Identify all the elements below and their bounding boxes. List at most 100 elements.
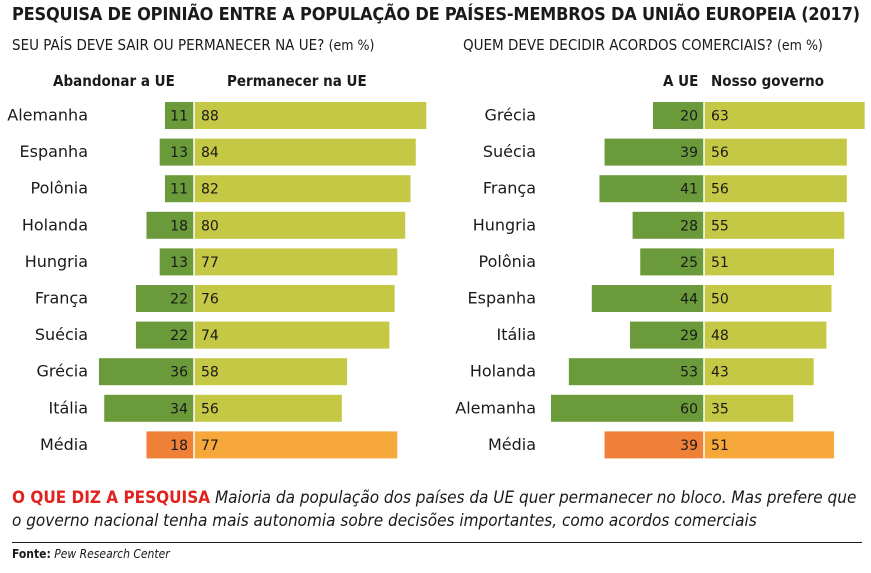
left-bar-a-9 bbox=[146, 431, 194, 459]
left-category-2: Polônia bbox=[31, 179, 89, 198]
right-bar-a-1 bbox=[604, 138, 704, 166]
left-category-9: Média bbox=[40, 435, 88, 454]
left-bar-a-4 bbox=[159, 248, 194, 276]
right-subtitle-text: QUEM DEVE DECIDIR ACORDOS COMERCIAIS? bbox=[463, 36, 773, 54]
left-series-b-header: Permanecer na UE bbox=[227, 72, 367, 90]
left-value-b-0: 88 bbox=[201, 109, 219, 125]
footer-divider bbox=[12, 542, 862, 543]
footer-text: Maioria da população dos países da UE qu… bbox=[12, 488, 857, 531]
right-bar-b-8 bbox=[704, 394, 794, 422]
right-value-b-0: 63 bbox=[711, 109, 729, 125]
left-value-a-0: 11 bbox=[170, 109, 188, 125]
right-value-b-2: 56 bbox=[711, 182, 729, 198]
left-category-5: França bbox=[35, 289, 88, 308]
right-value-b-7: 43 bbox=[711, 365, 729, 381]
right-category-8: Alemanha bbox=[455, 398, 536, 417]
left-category-6: Suécia bbox=[35, 325, 88, 344]
right-bar-b-9 bbox=[704, 431, 835, 459]
left-value-b-2: 82 bbox=[201, 182, 219, 198]
right-value-a-5: 44 bbox=[680, 292, 698, 308]
right-value-a-8: 60 bbox=[680, 401, 698, 417]
right-value-a-2: 41 bbox=[680, 182, 698, 198]
left-value-b-7: 58 bbox=[201, 365, 219, 381]
right-value-b-6: 48 bbox=[711, 328, 729, 344]
left-bar-b-9 bbox=[194, 431, 398, 459]
left-bar-a-0 bbox=[164, 102, 194, 129]
left-category-4: Hungria bbox=[25, 252, 88, 271]
source-label: Fonte: bbox=[12, 547, 51, 561]
left-chart: 11 88 Alemanha 13 84 Espanha 11 82 Polônia 18 80 Ho… bbox=[7, 102, 427, 459]
left-bar-b-0 bbox=[194, 102, 427, 129]
right-subtitle: QUEM DEVE DECIDIR ACORDOS COMERCIAIS? (e… bbox=[463, 36, 823, 54]
right-series-a-header: A UE bbox=[663, 72, 699, 90]
left-value-a-7: 36 bbox=[170, 365, 188, 381]
right-category-1: Suécia bbox=[483, 142, 536, 161]
left-value-b-6: 74 bbox=[201, 328, 219, 344]
right-value-a-4: 25 bbox=[680, 255, 698, 271]
right-value-a-7: 53 bbox=[680, 365, 698, 381]
left-value-b-8: 56 bbox=[201, 401, 219, 417]
left-value-a-5: 22 bbox=[170, 292, 188, 308]
left-value-a-1: 13 bbox=[170, 145, 188, 161]
right-value-b-5: 50 bbox=[711, 292, 729, 308]
left-value-a-9: 18 bbox=[170, 438, 188, 454]
right-category-6: Itália bbox=[497, 325, 537, 344]
left-bar-a-3 bbox=[146, 211, 194, 239]
right-bar-a-4 bbox=[640, 248, 704, 276]
left-bar-b-3 bbox=[194, 211, 406, 239]
right-subtitle-unit: (em %) bbox=[777, 38, 823, 54]
right-bar-b-7 bbox=[704, 358, 814, 386]
left-value-b-4: 77 bbox=[201, 255, 219, 271]
left-value-b-3: 80 bbox=[201, 218, 219, 234]
left-bar-b-4 bbox=[194, 248, 398, 276]
left-bar-a-5 bbox=[135, 285, 194, 312]
right-value-b-4: 51 bbox=[711, 255, 729, 271]
left-bar-b-7 bbox=[194, 358, 348, 386]
left-value-a-6: 22 bbox=[170, 328, 188, 344]
right-value-a-6: 29 bbox=[680, 328, 698, 344]
left-category-3: Holanda bbox=[22, 215, 88, 234]
right-category-0: Grécia bbox=[484, 106, 536, 125]
right-category-5: Espanha bbox=[468, 289, 537, 308]
right-series-b-header: Nosso governo bbox=[711, 72, 825, 90]
right-value-b-9: 51 bbox=[711, 438, 729, 454]
right-value-a-0: 20 bbox=[680, 109, 698, 125]
left-bar-b-1 bbox=[194, 138, 416, 166]
right-category-2: França bbox=[483, 179, 536, 198]
footer-note: O QUE DIZ A PESQUISA Maioria da populaçã… bbox=[12, 487, 862, 533]
right-bar-a-6 bbox=[630, 321, 704, 349]
left-subtitle-text: SEU PAÍS DEVE SAIR OU PERMANECER NA UE? bbox=[12, 36, 325, 54]
right-bar-a-3 bbox=[632, 211, 704, 239]
right-value-b-3: 55 bbox=[711, 218, 729, 234]
left-bar-a-6 bbox=[135, 321, 194, 349]
right-chart: 20 63 Grécia 39 56 Suécia 41 56 França 28 55 Hungri… bbox=[455, 102, 865, 459]
right-bar-a-0 bbox=[653, 102, 704, 129]
left-bar-b-2 bbox=[194, 175, 411, 203]
right-bar-a-8 bbox=[551, 394, 704, 422]
left-series-a-header: Abandonar a UE bbox=[53, 72, 175, 90]
left-category-0: Alemanha bbox=[7, 106, 88, 125]
right-value-b-1: 56 bbox=[711, 145, 729, 161]
right-bar-a-2 bbox=[599, 175, 704, 203]
right-category-4: Polônia bbox=[479, 252, 537, 271]
left-value-a-4: 13 bbox=[170, 255, 188, 271]
left-subtitle: SEU PAÍS DEVE SAIR OU PERMANECER NA UE? … bbox=[12, 36, 374, 54]
right-category-7: Holanda bbox=[470, 362, 536, 381]
right-bar-b-4 bbox=[704, 248, 835, 276]
left-value-b-9: 77 bbox=[201, 438, 219, 454]
left-value-a-8: 34 bbox=[170, 401, 188, 417]
right-bar-a-9 bbox=[604, 431, 704, 459]
left-subtitle-unit: (em %) bbox=[328, 38, 375, 54]
left-bar-a-7 bbox=[98, 358, 194, 386]
chart-title: PESQUISA DE OPINIÃO ENTRE A POPULAÇÃO DE… bbox=[12, 4, 860, 25]
left-bar-b-8 bbox=[194, 394, 342, 422]
right-bar-a-5 bbox=[591, 285, 704, 312]
left-bar-a-8 bbox=[104, 394, 194, 422]
left-value-b-1: 84 bbox=[201, 145, 219, 161]
source-name: Pew Research Center bbox=[54, 547, 170, 561]
left-value-b-5: 76 bbox=[201, 292, 219, 308]
left-category-8: Itália bbox=[49, 398, 89, 417]
right-category-3: Hungria bbox=[473, 215, 536, 234]
right-value-a-9: 39 bbox=[680, 438, 698, 454]
left-bar-a-2 bbox=[164, 175, 194, 203]
